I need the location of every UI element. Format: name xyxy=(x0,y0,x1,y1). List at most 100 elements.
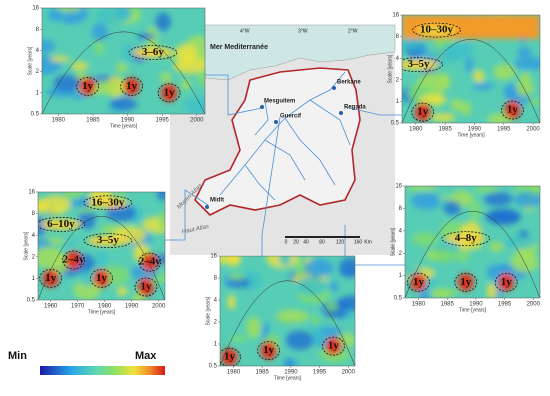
heatmap-blob xyxy=(514,190,540,208)
wavelet-panel: 16–30y 6–10y 3–5y 2–4y 2–4y 1y 1y 1y 1960 1970 198… xyxy=(23,190,166,316)
heatmap-blob xyxy=(460,101,472,116)
significance-contour xyxy=(501,100,524,120)
heatmap-blob xyxy=(454,249,470,263)
x-tick-label: 1980 xyxy=(98,304,112,310)
heatmap-blob xyxy=(278,256,292,267)
heatmap-blob xyxy=(295,258,306,278)
heatmap-blob xyxy=(518,230,529,238)
heatmap-blob xyxy=(336,295,355,311)
heatmap-blob xyxy=(155,12,171,32)
longitude-label: 2°W xyxy=(348,28,358,34)
heatmap-blob xyxy=(64,240,75,249)
y-tick-label: 1 xyxy=(399,273,403,279)
x-tick-label: 1990 xyxy=(469,302,483,308)
scale-label: 160 xyxy=(354,239,363,245)
significance-contour xyxy=(38,217,86,232)
significance-contour xyxy=(138,252,162,272)
range-label: Haut Atlas xyxy=(181,224,209,236)
heatmap-blob xyxy=(443,200,461,216)
heatmap-blob xyxy=(80,268,94,287)
heatmap-blob xyxy=(227,256,241,267)
y-tick-label: 0.5 xyxy=(209,364,218,370)
cone-of-influence xyxy=(42,31,205,114)
scale-bar xyxy=(285,236,360,238)
heatmap-blob xyxy=(87,197,128,208)
period-annotation: 10–30y xyxy=(420,24,454,36)
heatmap-blob xyxy=(95,250,108,271)
y-tick-label: 16 xyxy=(210,254,217,260)
heatmap-blob xyxy=(141,253,158,272)
plot-frame xyxy=(401,14,541,124)
station-label: Guercif xyxy=(280,114,302,120)
period-annotation: 1y xyxy=(328,340,340,352)
y-tick-label: 1 xyxy=(32,276,36,282)
scale-label: Km xyxy=(364,239,372,245)
period-annotation: 1y xyxy=(82,80,94,92)
heatmap-blob xyxy=(469,201,481,222)
y-tick-label: 4 xyxy=(32,233,36,239)
heatmap-blob xyxy=(48,9,63,21)
heatmap-blob xyxy=(525,186,540,195)
x-tick-label: 1960 xyxy=(44,304,58,310)
y-tick-label: 2 xyxy=(396,77,400,83)
heatmap-blob xyxy=(416,44,428,57)
heatmap-blob xyxy=(137,278,154,297)
heatmap-blob xyxy=(445,233,486,244)
x-tick-label: 1990 xyxy=(121,118,135,124)
heatmap-blob xyxy=(505,236,536,249)
heatmap-blob xyxy=(515,78,534,97)
y-tick-label: 1 xyxy=(36,90,40,96)
period-annotation: 1y xyxy=(507,104,519,116)
x-tick-label: 1995 xyxy=(497,127,511,133)
heatmap-blobs xyxy=(220,256,355,366)
scale-label: 0 xyxy=(285,239,288,245)
heatmap-blob xyxy=(473,70,485,83)
heatmap-blob xyxy=(161,83,178,102)
heatmap-blob xyxy=(487,113,513,123)
y-axis-label: Scale [years] xyxy=(23,231,29,261)
x-tick-label: 1990 xyxy=(284,370,298,376)
y-tick-label: 16 xyxy=(392,13,399,19)
heatmap-blob xyxy=(402,59,439,70)
station-markers xyxy=(205,86,343,209)
heatmap-blob xyxy=(116,192,126,198)
heatmap-blob xyxy=(433,252,446,259)
significance-contour xyxy=(134,277,158,297)
x-tick-label: 2000 xyxy=(152,304,166,310)
heatmap-blob xyxy=(439,73,450,90)
cone-of-influence xyxy=(220,280,355,366)
period-annotation: 4–8y xyxy=(455,232,478,244)
significance-contour xyxy=(257,341,281,361)
heatmap-blob xyxy=(39,195,71,215)
y-tick-label: 4 xyxy=(399,228,403,234)
heatmap-blob xyxy=(42,39,56,53)
heatmap-blob xyxy=(339,257,355,278)
x-tick-label: 1995 xyxy=(313,370,327,376)
heatmap: 4–8y 1y 1y 1y xyxy=(405,186,540,298)
period-annotation: 3–5y xyxy=(408,58,431,70)
period-annotation: 2–4y xyxy=(63,254,86,266)
y-tick-label: 4 xyxy=(36,48,40,54)
colorbar xyxy=(40,366,165,375)
heatmap-blob xyxy=(227,273,245,281)
heatmap-blob xyxy=(227,294,236,310)
x-axis-label: Time [years] xyxy=(457,132,485,138)
heatmap-blob xyxy=(406,186,437,191)
y-tick-label: 8 xyxy=(214,276,218,282)
heatmap-blob xyxy=(310,315,321,326)
heatmap-blob xyxy=(40,219,81,230)
heatmap-blob xyxy=(183,97,205,114)
heatmap-blob xyxy=(56,8,82,12)
heatmap-blob xyxy=(116,286,128,296)
y-tick-label: 4 xyxy=(396,56,400,62)
x-tick-label: 1995 xyxy=(156,118,170,124)
heatmap-blob xyxy=(324,309,347,319)
y-tick-label: 1 xyxy=(396,99,400,105)
heatmap-blob xyxy=(132,47,173,58)
heatmap-blob xyxy=(93,269,110,288)
x-tick-label: 1985 xyxy=(86,118,100,124)
heatmap: 3–6y 1y 1y 1y xyxy=(42,8,205,114)
significance-contour xyxy=(494,272,518,292)
heatmap-blob xyxy=(159,72,172,82)
period-annotation: 1y xyxy=(224,351,236,363)
